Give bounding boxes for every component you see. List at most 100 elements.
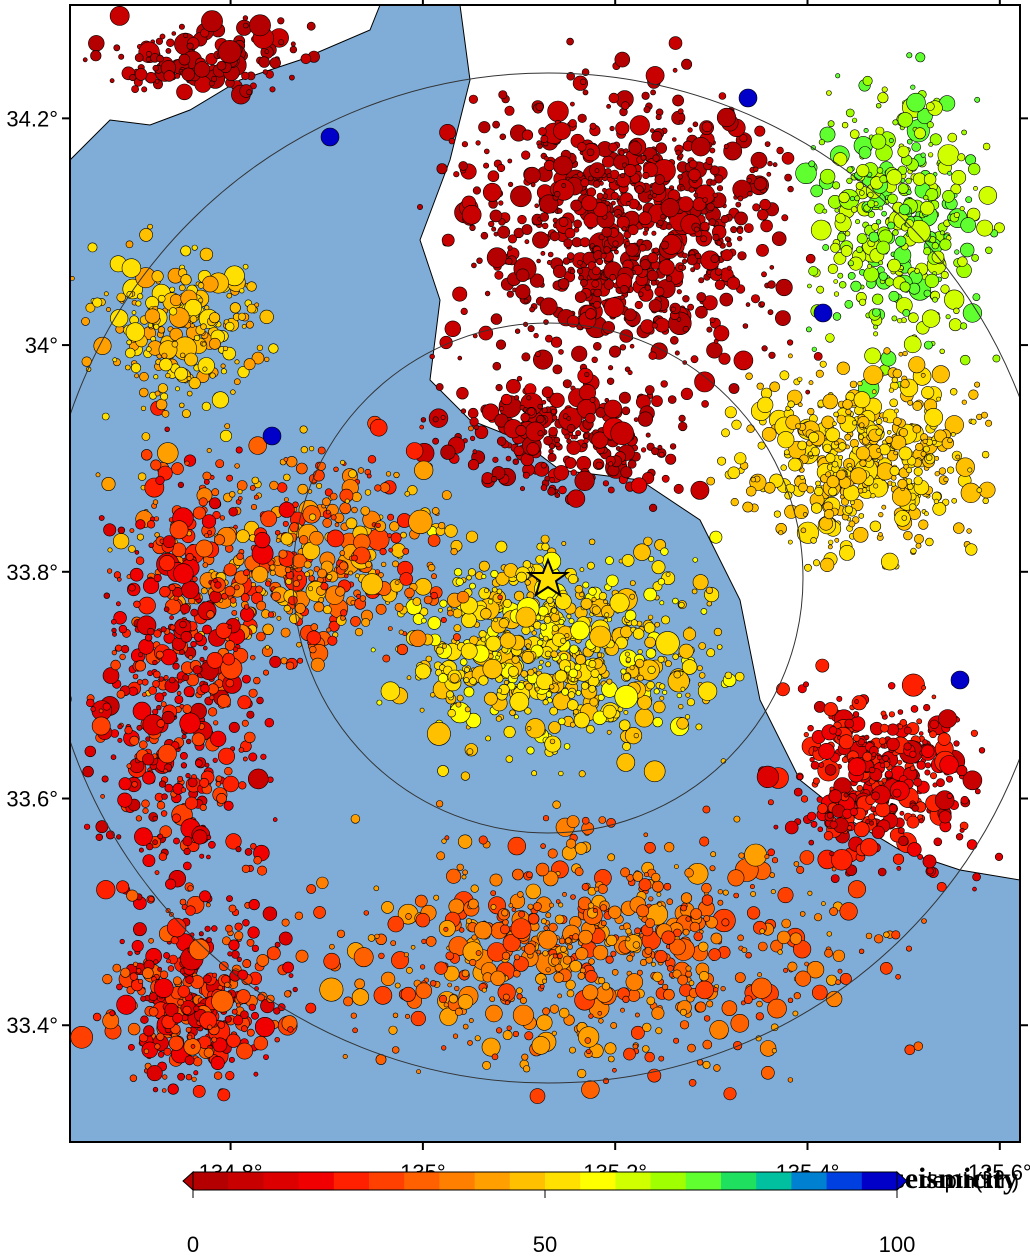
earthquake bbox=[742, 323, 749, 329]
earthquake bbox=[553, 436, 561, 444]
earthquake bbox=[846, 177, 853, 184]
earthquake bbox=[132, 673, 139, 680]
earthquake bbox=[923, 289, 931, 298]
earthquake bbox=[614, 249, 619, 255]
earthquake bbox=[931, 439, 937, 445]
earthquake bbox=[822, 443, 832, 453]
earthquake bbox=[646, 996, 656, 1006]
earthquake bbox=[251, 566, 269, 583]
earthquake bbox=[545, 967, 551, 973]
earthquake bbox=[622, 742, 631, 751]
earthquake bbox=[800, 795, 809, 803]
earthquake bbox=[654, 174, 665, 185]
earthquake bbox=[965, 196, 973, 203]
earthquake bbox=[443, 926, 449, 932]
earthquake bbox=[441, 643, 447, 649]
earthquake bbox=[562, 379, 572, 389]
earthquake bbox=[816, 285, 825, 294]
earthquake bbox=[893, 450, 898, 456]
earthquake bbox=[726, 265, 732, 271]
earthquake bbox=[296, 574, 303, 581]
earthquake bbox=[795, 423, 801, 429]
earthquake bbox=[516, 891, 524, 898]
earthquake bbox=[974, 381, 981, 388]
earthquake bbox=[931, 365, 950, 384]
earthquake bbox=[111, 649, 117, 656]
earthquake bbox=[269, 655, 282, 668]
earthquake bbox=[681, 58, 693, 70]
earthquake bbox=[953, 740, 960, 747]
earthquake bbox=[852, 526, 869, 543]
earthquake bbox=[549, 706, 559, 716]
earthquake bbox=[525, 718, 546, 739]
earthquake bbox=[871, 389, 877, 395]
earthquake bbox=[230, 597, 237, 604]
earthquake bbox=[571, 345, 588, 362]
earthquake bbox=[632, 1043, 639, 1050]
earthquake bbox=[639, 259, 651, 271]
earthquake bbox=[226, 895, 233, 902]
earthquake bbox=[652, 193, 657, 198]
earthquake bbox=[574, 584, 584, 594]
earthquake bbox=[831, 460, 839, 468]
earthquake bbox=[895, 973, 901, 980]
earthquake bbox=[596, 192, 604, 200]
earthquake bbox=[251, 476, 260, 485]
earthquake bbox=[179, 898, 187, 906]
earthquake bbox=[568, 668, 578, 678]
earthquake bbox=[619, 344, 627, 351]
earthquake bbox=[807, 283, 812, 289]
earthquake bbox=[621, 554, 635, 567]
earthquake bbox=[441, 490, 452, 500]
earthquake bbox=[363, 910, 369, 916]
earthquake bbox=[695, 305, 708, 319]
earthquake bbox=[922, 438, 928, 445]
earthquake bbox=[856, 246, 863, 254]
earthquake bbox=[158, 852, 168, 861]
earthquake bbox=[747, 191, 753, 197]
earthquake bbox=[650, 89, 656, 96]
earthquake bbox=[921, 744, 935, 758]
earthquake bbox=[512, 868, 524, 881]
earthquake bbox=[976, 219, 994, 237]
earthquake bbox=[726, 276, 741, 290]
earthquake bbox=[722, 889, 729, 896]
earthquake bbox=[167, 965, 175, 972]
earthquake bbox=[491, 226, 497, 232]
earthquake bbox=[520, 412, 530, 423]
earthquake bbox=[656, 892, 662, 897]
earthquake bbox=[903, 726, 912, 735]
earthquake bbox=[481, 1037, 501, 1057]
earthquake bbox=[373, 986, 393, 1005]
earthquake bbox=[575, 690, 582, 696]
earthquake bbox=[316, 482, 323, 489]
earthquake bbox=[624, 308, 637, 322]
earthquake bbox=[716, 107, 737, 128]
earthquake bbox=[757, 972, 762, 978]
earthquake bbox=[606, 574, 619, 587]
earthquake bbox=[826, 974, 838, 986]
earthquake bbox=[965, 543, 978, 556]
earthquake bbox=[906, 483, 914, 490]
earthquake bbox=[206, 854, 211, 860]
earthquake bbox=[529, 306, 535, 313]
earthquake bbox=[548, 684, 555, 690]
earthquake bbox=[959, 322, 968, 330]
earthquake bbox=[708, 948, 721, 961]
earthquake bbox=[905, 219, 914, 228]
earthquake bbox=[526, 442, 540, 456]
earthquake bbox=[603, 246, 611, 254]
earthquake bbox=[95, 472, 101, 478]
earthquake bbox=[875, 102, 882, 109]
earthquake bbox=[572, 933, 580, 941]
earthquake bbox=[834, 207, 840, 213]
earthquake bbox=[513, 445, 524, 457]
earthquake bbox=[637, 411, 654, 427]
earthquake bbox=[972, 872, 981, 882]
earthquake bbox=[444, 524, 458, 538]
earthquake bbox=[423, 595, 433, 605]
earthquake bbox=[873, 324, 878, 330]
earthquake bbox=[420, 617, 427, 624]
earthquake bbox=[538, 127, 547, 136]
earthquake bbox=[907, 220, 931, 244]
